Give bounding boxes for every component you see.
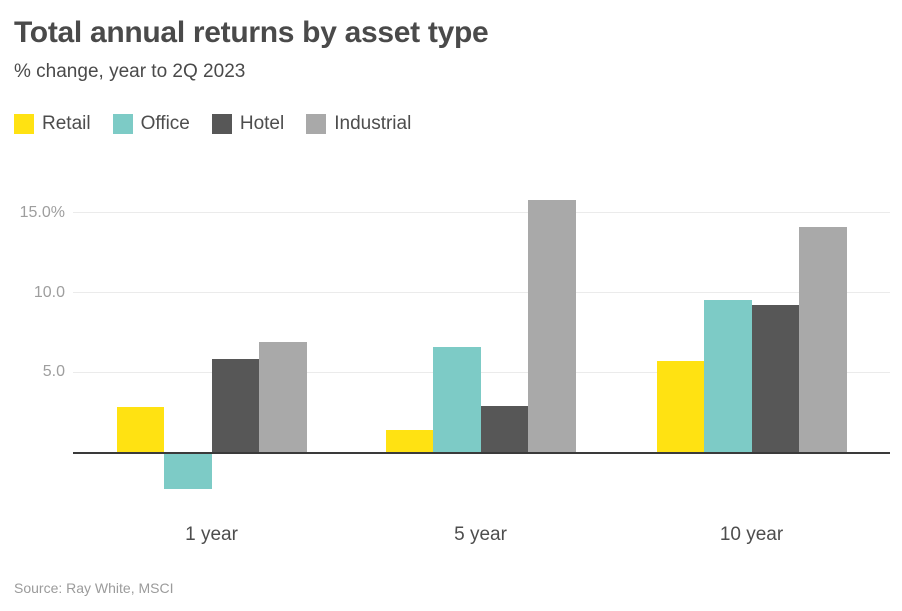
bar-office-1-year	[164, 454, 212, 490]
x-axis-label-1-year: 1 year	[185, 524, 238, 545]
y-axis-tick-label: 5.0	[42, 363, 65, 381]
legend-swatch-industrial	[306, 114, 327, 134]
legend: Retail Office Hotel Industrial	[14, 113, 411, 135]
legend-label: Retail	[42, 113, 91, 134]
legend-label: Industrial	[334, 113, 412, 134]
bar-hotel-5-year	[480, 405, 528, 452]
x-axis-label-5-year: 5 year	[454, 524, 507, 545]
legend-label: Office	[140, 113, 190, 134]
gridline-10	[73, 292, 890, 293]
bar-retail-10-year	[656, 361, 704, 452]
legend-swatch-office	[112, 114, 133, 134]
bar-industrial-10-year	[799, 227, 847, 452]
legend-item-office: Office	[112, 113, 190, 135]
bar-office-5-year	[433, 346, 481, 452]
gridline-5	[73, 371, 890, 373]
bar-hotel-1-year	[211, 359, 259, 452]
y-axis-tick-label: 15.0%	[19, 203, 65, 221]
legend-item-industrial: Industrial	[306, 113, 411, 135]
y-axis-tick-label: 10.0	[33, 283, 65, 301]
bar-industrial-5-year	[528, 199, 576, 452]
legend-item-retail: Retail	[14, 113, 91, 135]
legend-swatch-hotel	[211, 114, 232, 134]
gridline-15	[73, 212, 890, 214]
legend-swatch-retail	[14, 114, 34, 134]
source-note: Source: Ray White, MSCI	[14, 580, 174, 596]
bar-retail-5-year	[385, 429, 433, 452]
bar-retail-1-year	[116, 407, 164, 452]
chart-subtitle: % change, year to 2Q 2023	[14, 61, 246, 82]
bar-industrial-1-year	[259, 341, 307, 452]
bar-hotel-10-year	[751, 305, 799, 452]
x-axis-baseline	[73, 452, 890, 454]
legend-item-hotel: Hotel	[211, 113, 285, 135]
bar-office-10-year	[704, 300, 752, 452]
legend-label: Hotel	[239, 113, 285, 134]
x-axis-label-10-year: 10 year	[719, 524, 784, 545]
chart-title: Total annual returns by asset type	[14, 16, 489, 49]
